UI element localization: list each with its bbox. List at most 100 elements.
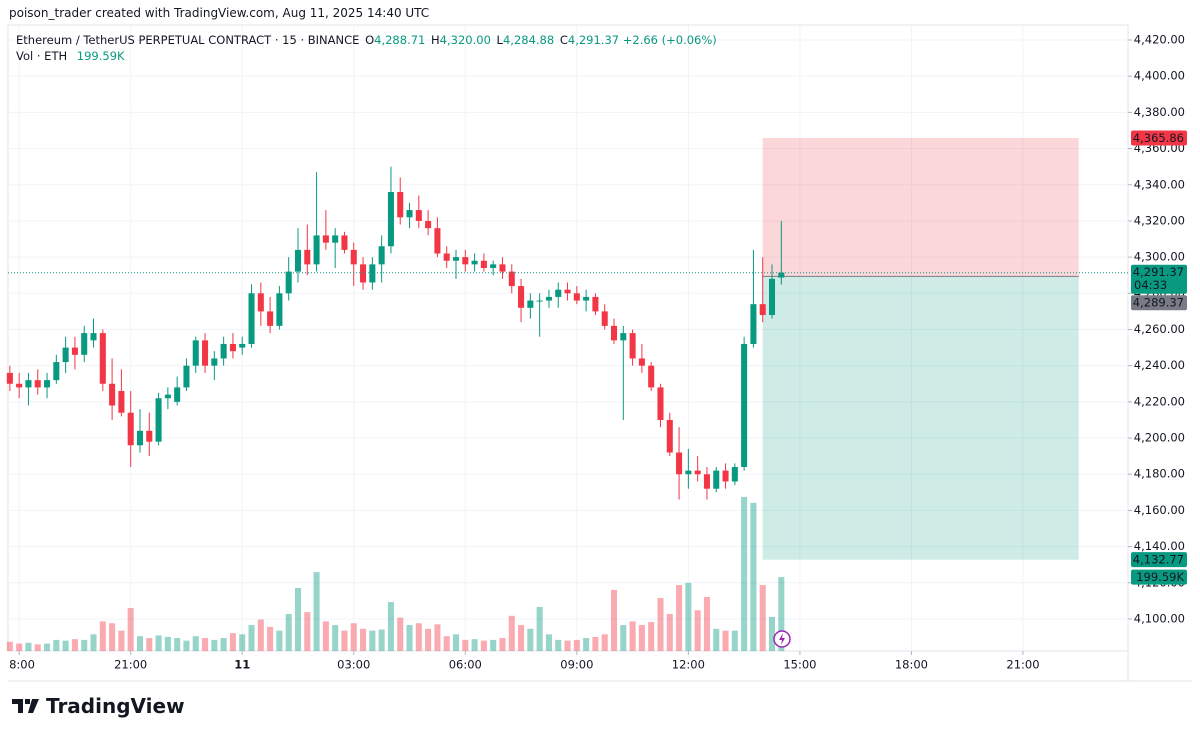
volume-label: 199.59K xyxy=(1136,570,1184,584)
candle-body xyxy=(127,412,134,446)
candle-body xyxy=(564,289,571,294)
legend-row: Vol · ETH 199.59K xyxy=(16,48,723,64)
candle-body xyxy=(183,365,190,388)
volume-bar xyxy=(202,638,209,651)
logo-icon xyxy=(12,699,39,713)
volume-bar xyxy=(360,628,367,651)
volume-bar xyxy=(768,616,776,651)
volume-bar xyxy=(378,629,385,651)
volume-bar xyxy=(490,639,497,651)
volume-bar xyxy=(53,639,60,651)
ohlc-key: C xyxy=(559,33,568,47)
volume-bar xyxy=(164,636,171,651)
candle-body xyxy=(136,430,144,446)
y-tick-label: 4,400.00 xyxy=(1134,69,1185,83)
ohlc: O4,288.71 H4,320.00 L4,284.88 C4,291.37 … xyxy=(363,33,723,47)
candle-body xyxy=(490,264,497,268)
candle-body xyxy=(332,235,339,243)
volume-bar xyxy=(657,598,664,651)
volume-bar xyxy=(257,619,264,651)
volume-bar xyxy=(136,636,144,651)
volume-bar xyxy=(527,628,534,651)
volume-bar xyxy=(601,634,608,651)
candle-body xyxy=(676,452,683,475)
y-tick-label: 4,180.00 xyxy=(1134,467,1185,481)
candle-body xyxy=(341,235,348,250)
volume-bar xyxy=(6,641,13,651)
candle-body xyxy=(601,311,608,326)
candle-body xyxy=(397,191,404,218)
volume-bar xyxy=(71,639,78,651)
volume-bar xyxy=(471,639,478,651)
ohlc-value: 4,284.88 xyxy=(502,33,555,47)
volume-bar xyxy=(694,610,701,651)
footer: TradingView xyxy=(12,694,185,718)
candle-body xyxy=(267,311,274,326)
volume-bar xyxy=(341,630,348,651)
volume-bar xyxy=(592,636,599,651)
y-tick-label: 4,160.00 xyxy=(1134,503,1185,517)
candle-body xyxy=(44,380,51,388)
volume-bar xyxy=(313,572,320,651)
volume-bar xyxy=(676,585,683,651)
candle-body xyxy=(518,286,525,308)
candle-body xyxy=(415,210,422,221)
x-tick-label: 03:00 xyxy=(337,658,370,672)
y-tick-label: 4,240.00 xyxy=(1134,358,1185,372)
candle-body xyxy=(174,387,181,402)
y-tick-label: 4,380.00 xyxy=(1134,105,1185,119)
x-tick-label: 8:00 xyxy=(9,658,35,672)
volume-bar xyxy=(713,628,720,651)
volume-bar xyxy=(25,642,32,651)
volume-bar xyxy=(434,624,441,651)
volume-bar xyxy=(555,639,562,651)
volume-bar xyxy=(127,608,134,651)
x-tick-label: 09:00 xyxy=(560,658,593,672)
candle-body xyxy=(239,343,246,348)
candle-body xyxy=(155,398,162,442)
candle-body xyxy=(592,296,599,312)
candle-body xyxy=(713,470,720,489)
candle-body xyxy=(583,296,590,301)
volume-bar xyxy=(703,596,710,651)
countdown: 04:33 xyxy=(1134,278,1167,292)
candle-body xyxy=(192,340,199,366)
volume-bar xyxy=(406,625,413,651)
candle-body xyxy=(360,264,367,283)
x-tick-label: 18:00 xyxy=(895,658,928,672)
candle-body xyxy=(313,235,320,265)
volume-bar xyxy=(44,643,51,651)
candle-body xyxy=(462,257,469,265)
volume-bar xyxy=(573,639,580,651)
volume-bar xyxy=(508,615,515,651)
candle-body xyxy=(71,347,78,355)
y-tick-label: 4,140.00 xyxy=(1134,539,1185,553)
header: poison_trader created with TradingView.c… xyxy=(9,6,430,20)
candle-body xyxy=(406,210,413,218)
candle-body xyxy=(703,474,710,489)
candle-body xyxy=(118,391,125,413)
symbol: Ethereum / TetherUS PERPETUAL CONTRACT ·… xyxy=(16,33,360,47)
volume-bar xyxy=(81,639,88,651)
candle-body xyxy=(99,333,106,384)
ohlc-value: 4,320.00 xyxy=(439,33,491,47)
candle-body xyxy=(25,380,32,388)
volume-name: Vol · ETH xyxy=(16,49,68,63)
volume-bar xyxy=(722,630,729,651)
candle-body xyxy=(638,358,645,366)
volume-bar xyxy=(248,625,255,651)
candle-body xyxy=(229,343,236,352)
volume-bar xyxy=(731,630,738,651)
volume-bar xyxy=(229,633,236,651)
candle-body xyxy=(81,333,88,355)
candle-body xyxy=(6,372,13,384)
candle-body xyxy=(304,249,311,265)
candle-body xyxy=(146,430,153,442)
target-label-bg xyxy=(1131,552,1187,568)
ohlc-value: 4,288.71 xyxy=(374,33,426,47)
x-tick-label: 21:00 xyxy=(1006,658,1039,672)
candle-body xyxy=(220,343,227,359)
volume-bar xyxy=(239,634,246,651)
candle-body xyxy=(294,249,302,272)
